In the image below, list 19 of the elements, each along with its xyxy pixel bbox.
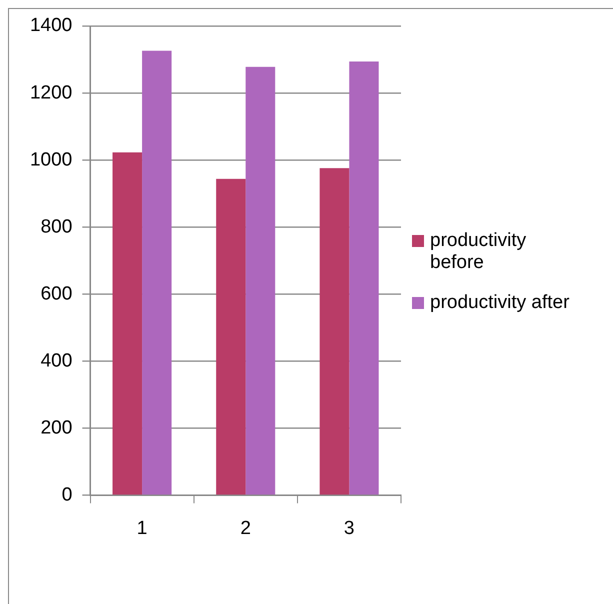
y-tick-label: 1200 xyxy=(30,82,72,104)
bar xyxy=(112,152,142,495)
x-tick-label: 2 xyxy=(240,518,251,539)
bar xyxy=(349,62,379,495)
legend-label: productivity before xyxy=(430,230,528,274)
y-tick-label: 0 xyxy=(62,484,72,506)
y-tick-label: 1000 xyxy=(30,149,72,170)
legend-label: productivity after xyxy=(430,292,570,314)
y-tick-label: 1400 xyxy=(30,15,72,36)
bar xyxy=(216,178,246,495)
y-tick-label: 600 xyxy=(40,283,72,304)
y-tick-label: 200 xyxy=(40,417,72,438)
bar xyxy=(320,168,350,495)
y-tick-label: 800 xyxy=(40,216,72,238)
bar xyxy=(142,50,172,495)
y-tick-label: 400 xyxy=(40,350,72,372)
x-tick-label: 3 xyxy=(344,518,354,539)
x-tick-label: 1 xyxy=(136,518,148,539)
bar xyxy=(246,66,276,495)
